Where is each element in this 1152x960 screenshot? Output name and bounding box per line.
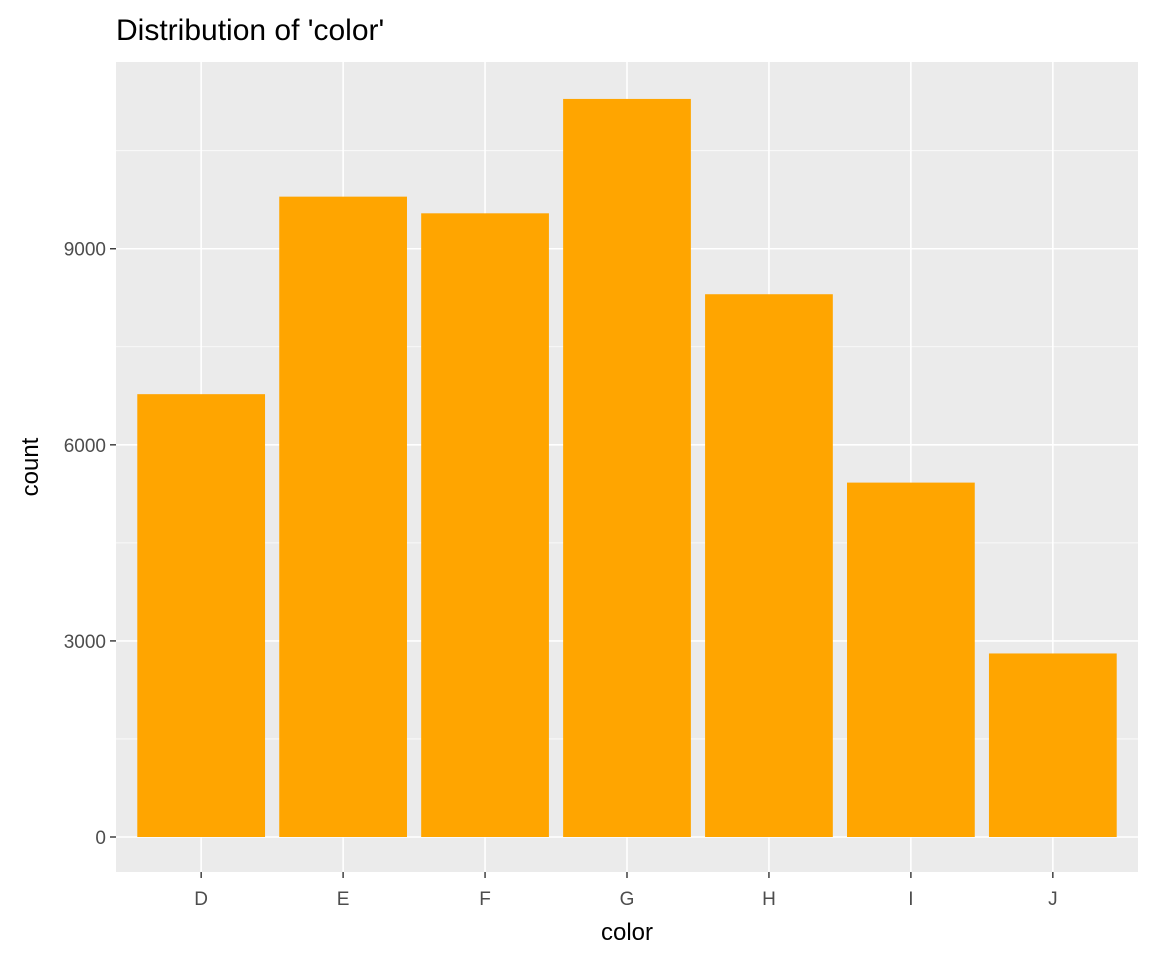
y-tick-label: 3000 xyxy=(64,632,106,653)
bars xyxy=(137,98,1117,838)
bar-D xyxy=(137,394,266,837)
x-tick-label: I xyxy=(908,889,913,910)
y-tick-label: 6000 xyxy=(64,436,106,457)
x-axis-title: color xyxy=(601,919,653,946)
y-tick-label: 9000 xyxy=(64,240,106,261)
y-tick-label: 0 xyxy=(95,828,106,849)
y-axis: 0 3000 6000 9000 xyxy=(64,240,116,849)
x-axis: D E F G H I J xyxy=(194,872,1058,910)
bar-J xyxy=(988,653,1117,837)
bar-F xyxy=(421,213,549,837)
x-tick-label: D xyxy=(194,889,208,910)
x-tick-label: G xyxy=(620,889,635,910)
bar-G xyxy=(563,98,691,837)
x-tick-label: F xyxy=(479,889,491,910)
bar-H xyxy=(705,294,833,837)
x-tick-label: J xyxy=(1048,889,1058,910)
bar-I xyxy=(847,482,975,837)
x-tick-label: H xyxy=(762,889,776,910)
x-tick-label: E xyxy=(337,889,350,910)
chart-title: Distribution of 'color' xyxy=(116,14,384,47)
y-axis-title: count xyxy=(17,437,44,496)
bar-E xyxy=(279,196,407,838)
